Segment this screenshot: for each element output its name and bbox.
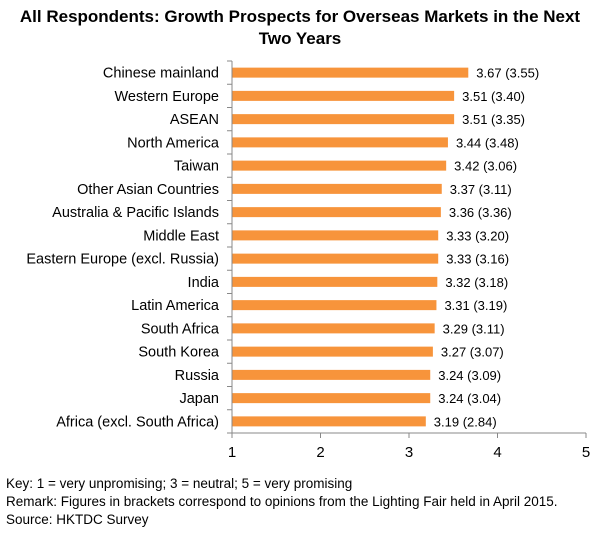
key-note: Key: 1 = very unpromising; 3 = neutral; … <box>6 476 353 491</box>
bar-12 <box>232 323 435 334</box>
axis-layer: Chinese mainland 3.67 (3.55) Western Europ… <box>26 60 590 461</box>
category-label-13: South Korea <box>138 345 220 361</box>
bar-3 <box>232 114 455 125</box>
bar-13 <box>232 346 433 357</box>
bar-11 <box>232 300 437 311</box>
bar-4 <box>232 137 448 148</box>
bar-16 <box>232 416 426 427</box>
bar-5 <box>232 160 447 171</box>
category-label-5: Taiwan <box>174 159 219 175</box>
category-label-9: Eastern Europe (excl. Russia) <box>26 252 219 268</box>
bar-7 <box>232 207 441 218</box>
x-tick-label-4: 4 <box>493 444 501 461</box>
x-tick-label-5: 5 <box>582 444 590 461</box>
chart-title-line-1: All Respondents: Growth Prospects for Ov… <box>19 7 581 26</box>
category-label-6: Other Asian Countries <box>77 182 219 198</box>
data-label-8: 3.33 (3.20) <box>446 228 509 243</box>
data-label-14: 3.24 (3.09) <box>438 368 501 383</box>
bar-14 <box>232 369 431 380</box>
data-label-1: 3.67 (3.55) <box>476 66 539 81</box>
x-tick-label-1: 1 <box>228 444 236 461</box>
bar-6 <box>232 183 442 194</box>
category-label-14: Russia <box>175 368 220 384</box>
data-label-7: 3.36 (3.36) <box>449 205 512 220</box>
data-label-3: 3.51 (3.35) <box>462 112 525 127</box>
bar-9 <box>232 253 439 264</box>
x-tick-label-3: 3 <box>405 444 413 461</box>
data-label-2: 3.51 (3.40) <box>462 89 525 104</box>
chart-title: All Respondents: Growth Prospects for Ov… <box>0 6 600 50</box>
category-label-15: Japan <box>179 391 219 407</box>
bar-chart: Chinese mainland 3.67 (3.55) Western Europ… <box>26 60 590 461</box>
bar-1 <box>232 67 469 78</box>
data-label-11: 3.31 (3.19) <box>444 298 507 313</box>
data-label-9: 3.33 (3.16) <box>446 252 509 267</box>
x-tick-label-2: 2 <box>316 444 324 461</box>
bars-layer <box>232 67 469 427</box>
bar-15 <box>232 393 431 404</box>
source-note: Source: HKTDC Survey <box>6 512 149 527</box>
data-label-10: 3.32 (3.18) <box>445 275 508 290</box>
category-label-8: Middle East <box>143 228 219 244</box>
category-label-12: South Africa <box>141 321 220 337</box>
chart-title-line-2: Two Years <box>258 29 342 48</box>
bar-10 <box>232 276 438 287</box>
category-label-10: India <box>188 275 220 291</box>
data-label-15: 3.24 (3.04) <box>438 391 501 406</box>
bar-2 <box>232 90 455 101</box>
data-label-12: 3.29 (3.11) <box>443 321 505 336</box>
category-label-16: Africa (excl. South Africa) <box>56 414 219 430</box>
category-label-1: Chinese mainland <box>103 66 219 82</box>
chart-notes: Key: 1 = very unpromising; 3 = neutral; … <box>6 475 558 529</box>
data-label-6: 3.37 (3.11) <box>450 182 512 197</box>
category-label-4: North America <box>127 135 220 151</box>
bar-8 <box>232 230 439 241</box>
category-label-11: Latin America <box>131 298 220 314</box>
data-label-16: 3.19 (2.84) <box>434 414 497 429</box>
category-label-7: Australia & Pacific Islands <box>52 205 219 221</box>
data-label-4: 3.44 (3.48) <box>456 135 519 150</box>
category-label-2: Western Europe <box>114 89 219 105</box>
category-label-3: ASEAN <box>170 112 219 128</box>
data-label-13: 3.27 (3.07) <box>441 345 504 360</box>
remark-note: Remark: Figures in brackets correspond t… <box>6 494 558 509</box>
data-label-5: 3.42 (3.06) <box>454 159 517 174</box>
